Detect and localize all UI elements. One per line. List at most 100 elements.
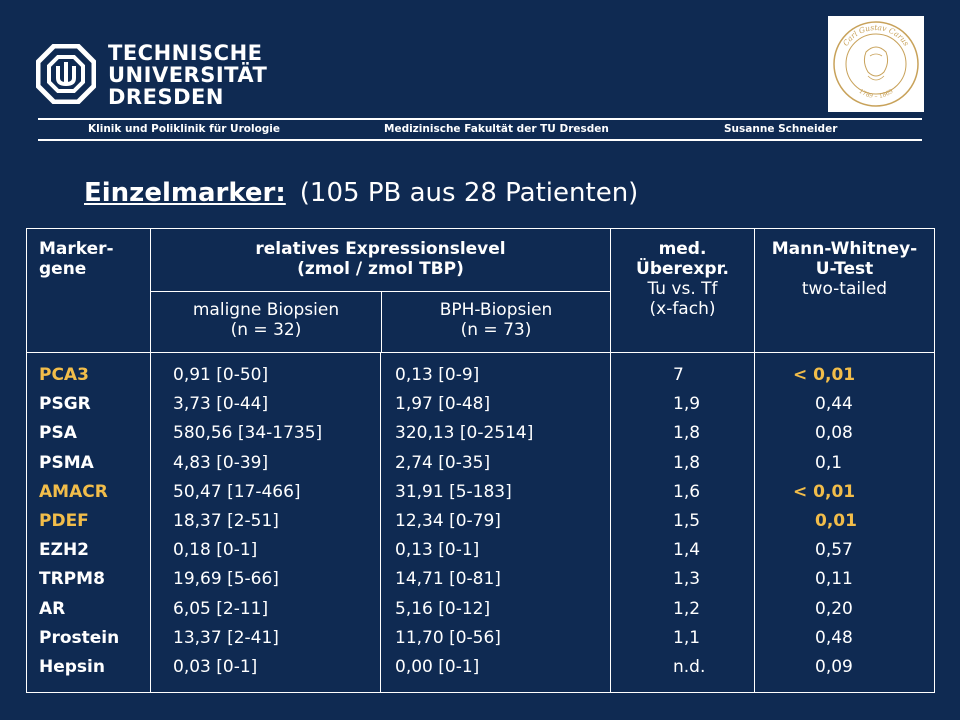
- header-bph-line-1: BPH-Biopsien: [439, 300, 553, 320]
- gene-name: EZH2: [39, 540, 89, 561]
- fold-column: 7 1,9 1,8 1,8 1,6 1,5 1,4 1,3 1,2 1,1 n.d.: [610, 352, 755, 693]
- fold-change: 1,5: [673, 511, 701, 532]
- gene-name: PSMA: [39, 452, 94, 473]
- maligne-value: 0,03 [0-1]: [173, 657, 258, 678]
- header-median-line-2: Überexpr.: [636, 259, 729, 279]
- fold-change: 1,2: [673, 598, 701, 619]
- p-value: < 0,01: [793, 365, 856, 385]
- maligne-value: 18,37 [2-51]: [173, 511, 279, 532]
- fold-change: 1,8: [673, 423, 701, 444]
- fold-change: 1,3: [673, 569, 701, 590]
- slide-title: Einzelmarker: (105 PB aus 28 Patienten): [84, 178, 638, 208]
- header-median-line-1: med.: [658, 239, 707, 259]
- p-value: 0,08: [815, 423, 853, 444]
- header-bph-line-2: (n = 73): [460, 320, 532, 340]
- header-expression-line-2: (zmol / zmol TBP): [297, 259, 464, 279]
- tu-dresden-logo: TECHNISCHE UNIVERSITÄT DRESDEN: [36, 42, 267, 108]
- bph-value: 14,71 [0-81]: [395, 569, 501, 590]
- title-bold: Einzelmarker:: [84, 178, 286, 208]
- marker-table: Marker- gene relatives Expressionslevel …: [26, 228, 935, 693]
- fold-change: n.d.: [673, 657, 706, 678]
- header-maligne-line-1: maligne Biopsien: [192, 300, 340, 320]
- fold-change: 1,1: [673, 627, 701, 648]
- maligne-value: 50,47 [17-466]: [173, 481, 301, 502]
- author-name: Susanne Schneider: [724, 123, 838, 135]
- header-rule-bottom: [38, 139, 922, 141]
- gene-name: PCA3: [39, 365, 89, 385]
- header-expression: relatives Expressionslevel (zmol / zmol …: [150, 228, 611, 353]
- gene-name: PSA: [39, 423, 77, 444]
- svg-text:1789 – 1869: 1789 – 1869: [857, 88, 894, 100]
- p-value: < 0,01: [793, 481, 856, 502]
- bph-column: 0,13 [0-9] 1,97 [0-48] 320,13 [0-2514] 2,74…: [380, 352, 611, 693]
- gene-column: PCA3 PSGR PSA PSMA AMACR PDEF EZH2 TRPM8 AR Prost…: [26, 352, 151, 693]
- maligne-value: 580,56 [34-1735]: [173, 423, 323, 444]
- header-bph: BPH-Biopsien (n = 73): [382, 291, 610, 352]
- maligne-value: 3,73 [0-44]: [173, 394, 269, 415]
- maligne-column: 0,91 [0-50] 3,73 [0-44] 580,56 [34-1735] 4,…: [150, 352, 381, 693]
- table-header-row: Marker- gene relatives Expressionslevel …: [26, 228, 935, 353]
- gene-name: AMACR: [39, 481, 108, 502]
- header-maligne: maligne Biopsien (n = 32): [151, 291, 382, 352]
- table-body-row: PCA3 PSGR PSA PSMA AMACR PDEF EZH2 TRPM8 AR Prost…: [26, 352, 935, 693]
- header-mw-line-3: two-tailed: [801, 279, 888, 299]
- header-rule-top: [38, 118, 922, 120]
- p-value: 0,57: [815, 540, 853, 561]
- header-expression-title: relatives Expressionslevel (zmol / zmol …: [151, 229, 610, 291]
- header-sub-row: maligne Biopsien (n = 32) BPH-Biopsien (…: [151, 291, 610, 352]
- header-median-line-4: (x-fach): [649, 299, 716, 319]
- bph-value: 12,34 [0-79]: [395, 511, 501, 532]
- header-marker-line-2: gene: [39, 259, 87, 279]
- maligne-value: 0,18 [0-1]: [173, 540, 258, 561]
- header-strip: Klinik und Poliklinik für Urologie Mediz…: [38, 121, 922, 139]
- carl-gustav-carus-seal: Carl Gustav Carus 1789 – 1869: [828, 16, 924, 112]
- maligne-value: 13,37 [2-41]: [173, 627, 279, 648]
- bph-value: 2,74 [0-35]: [395, 452, 491, 473]
- p-value: 0,01: [815, 511, 857, 532]
- bph-value: 31,91 [5-183]: [395, 481, 512, 502]
- p-value: 0,20: [815, 598, 853, 619]
- svg-text:Carl Gustav Carus: Carl Gustav Carus: [841, 23, 911, 48]
- fold-change: 1,9: [673, 394, 701, 415]
- logo-text: TECHNISCHE UNIVERSITÄT DRESDEN: [108, 42, 267, 108]
- bph-value: 0,13 [0-1]: [395, 540, 480, 561]
- p-value: 0,09: [815, 657, 853, 678]
- fold-change: 1,6: [673, 481, 701, 502]
- seal-bottom-text: 1789 – 1869: [857, 88, 894, 100]
- seal-icon: Carl Gustav Carus 1789 – 1869: [833, 21, 919, 107]
- maligne-value: 0,91 [0-50]: [173, 365, 269, 385]
- bph-value: 320,13 [0-2514]: [395, 423, 534, 444]
- clinic-name: Klinik und Poliklinik für Urologie: [88, 123, 281, 135]
- fold-change: 1,8: [673, 452, 701, 473]
- maligne-value: 6,05 [2-11]: [173, 598, 269, 619]
- bph-value: 11,70 [0-56]: [395, 627, 501, 648]
- gene-name: Hepsin: [39, 657, 105, 678]
- gene-name: AR: [39, 598, 66, 619]
- maligne-value: 19,69 [5-66]: [173, 569, 279, 590]
- bph-value: 0,00 [0-1]: [395, 657, 480, 678]
- p-value: 0,11: [815, 569, 853, 590]
- fold-change: 7: [673, 365, 684, 385]
- header-median-line-3: Tu vs. Tf: [647, 279, 718, 299]
- bph-value: 1,97 [0-48]: [395, 394, 491, 415]
- logo-line-3: DRESDEN: [108, 85, 224, 109]
- header-mw-line-1: Mann-Whitney-: [771, 239, 918, 259]
- bph-value: 0,13 [0-9]: [395, 365, 480, 385]
- bph-value: 5,16 [0-12]: [395, 598, 491, 619]
- p-value: 0,48: [815, 627, 853, 648]
- gene-name: PSGR: [39, 394, 91, 415]
- header-mann-whitney: Mann-Whitney- U-Test two-tailed: [754, 228, 935, 353]
- header-marker: Marker- gene: [26, 228, 151, 353]
- header-median: med. Überexpr. Tu vs. Tf (x-fach): [610, 228, 755, 353]
- header-mw-line-2: U-Test: [815, 259, 874, 279]
- gene-name: PDEF: [39, 511, 89, 532]
- faculty-name: Medizinische Fakultät der TU Dresden: [384, 123, 609, 135]
- p-value: 0,1: [815, 452, 843, 473]
- gene-name: TRPM8: [39, 569, 105, 590]
- logo-line-2: UNIVERSITÄT: [108, 63, 268, 87]
- pvalue-column: < 0,01 0,44 0,08 0,1 < 0,01 0,01 0,57 0,11 0,20 0…: [754, 352, 935, 693]
- logo-line-1: TECHNISCHE: [108, 41, 263, 65]
- header-marker-line-1: Marker-: [39, 239, 114, 259]
- p-value: 0,44: [815, 394, 853, 415]
- maligne-value: 4,83 [0-39]: [173, 452, 269, 473]
